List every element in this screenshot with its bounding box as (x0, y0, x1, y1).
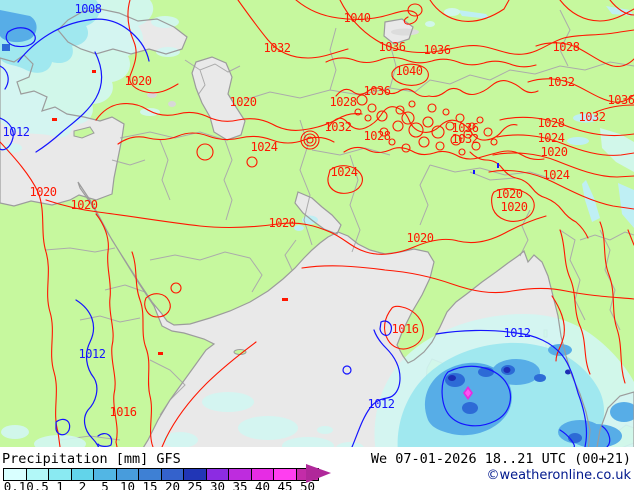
pressure-label: 1012 (79, 347, 106, 361)
pressure-label: 1016 (392, 322, 419, 336)
country-borders (44, 9, 634, 441)
pressure-label: 1020 (125, 74, 152, 88)
pressure-label: 1008 (75, 2, 102, 16)
legend-tick-label: 25 (187, 479, 203, 490)
legend-tick-label: 20 (164, 479, 181, 490)
pressure-label: 1024 (251, 140, 278, 154)
pressure-label: 1036 (608, 93, 634, 107)
pressure-label: 1040 (396, 64, 423, 78)
pressure-label: 1028 (364, 129, 391, 143)
legend-cell (161, 469, 184, 480)
pressure-label: 1012 (368, 397, 395, 411)
legend-tick-label: 40 (254, 479, 271, 490)
legend-tick-label: 35 (232, 479, 248, 490)
pressure-label: 1020 (407, 231, 434, 245)
legend-bar (3, 468, 319, 481)
precipitation-layer (0, 0, 634, 447)
legend-tick-label: 45 (277, 479, 293, 490)
legend-cell (94, 469, 117, 480)
pressure-label: 1020 (230, 95, 257, 109)
himalaya-isobar-cluster (354, 94, 498, 156)
pressure-label: 1024 (538, 131, 565, 145)
legend-cell (26, 469, 49, 480)
isobar-red-lines (0, 0, 634, 447)
pressure-label: 1012 (504, 326, 531, 340)
legend-cell (71, 469, 94, 480)
map-title: Precipitation [mm] GFS (2, 451, 181, 467)
pressure-label: 1016 (110, 405, 137, 419)
pressure-label: 1036 (379, 40, 406, 54)
pressure-label: 1028 (538, 116, 565, 130)
isobar-blue-lines (0, 18, 611, 447)
legend-tick-label: 2 (78, 479, 87, 490)
cyprus-island (73, 126, 95, 139)
pressure-label: 1012 (3, 125, 30, 139)
pressure-label: 1020 (269, 216, 296, 230)
pressure-label: 1020 (496, 187, 523, 201)
legend-cell (206, 469, 229, 480)
isobar-red-dashes (52, 70, 288, 355)
pressure-label: 1036 (452, 121, 479, 135)
legend-arrow-icon (306, 464, 331, 483)
legend-cell (49, 469, 72, 480)
legend-cell (4, 469, 27, 480)
legend-ticks: 0.1 0.5 1 2 5 10 15 20 25 30 35 40 45 50 (3, 479, 343, 490)
pressure-label: 1032 (264, 41, 291, 55)
pressure-label: 1020 (541, 145, 568, 159)
legend-tick-label: 0.1 (3, 479, 27, 490)
pressure-label: 1028 (330, 95, 357, 109)
pressure-label: 1032 (579, 110, 606, 124)
pressure-label: 1020 (71, 198, 98, 212)
pressure-label: 1020 (501, 200, 528, 214)
legend-cell (116, 469, 139, 480)
legend-cell (251, 469, 274, 480)
legend-cell (139, 469, 162, 480)
pressure-label: 1032 (325, 120, 352, 134)
precip-blue-areas (0, 10, 634, 447)
legend-tick-label: 50 (299, 479, 316, 490)
legend-tick-label: 10 (119, 479, 136, 490)
legend-tick-label: 5 (101, 479, 109, 490)
legend-cell (229, 469, 252, 480)
pressure-label: 1028 (553, 40, 580, 54)
pressure-label: 1020 (30, 185, 57, 199)
precip-navy-spots (448, 367, 571, 381)
pressure-label: 1032 (548, 75, 575, 89)
legend-tick-label: 15 (142, 479, 158, 490)
pressure-label: 1024 (331, 165, 358, 179)
legend-tick-label: 30 (209, 479, 226, 490)
pressure-label: 1040 (344, 11, 371, 25)
pressure-label: 1024 (543, 168, 570, 182)
pressure-label: 1036 (424, 43, 451, 57)
legend-cell (184, 469, 207, 480)
legend-cell (274, 469, 297, 480)
lake-shapes (147, 6, 634, 231)
legend-tick-label: 1 (56, 479, 64, 490)
map-datetime: We 07-01-2026 18..21 UTC (00+21) (370, 451, 631, 467)
legend-tick-label: 0.5 (26, 479, 49, 490)
pressure-label: 1032 (452, 132, 479, 146)
copyright-label: ©weatheronline.co.uk (486, 468, 631, 483)
pressure-label: 1036 (364, 84, 391, 98)
